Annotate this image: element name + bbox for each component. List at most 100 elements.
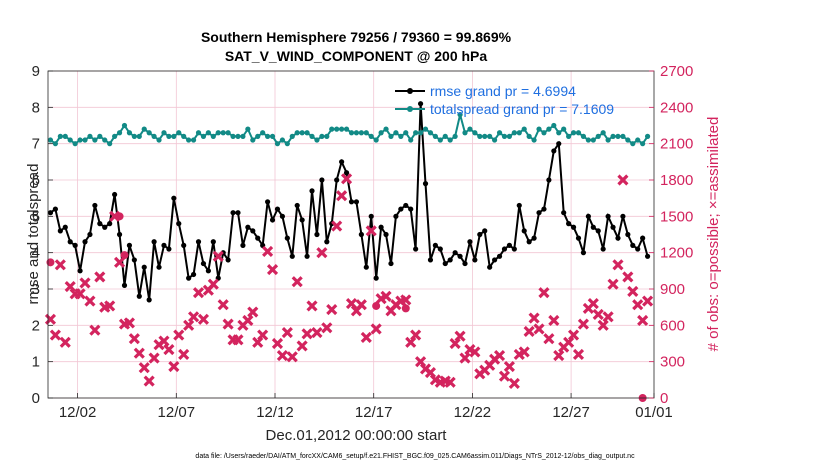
obs-assimilated-marker — [212, 250, 224, 262]
data-point-1 — [452, 133, 458, 139]
data-point-1 — [644, 133, 651, 139]
data-point-1 — [269, 133, 276, 139]
data-point-0 — [190, 271, 197, 278]
data-point-0 — [595, 228, 601, 234]
data-point-1 — [195, 130, 202, 136]
data-point-1 — [482, 133, 488, 139]
data-point-1 — [220, 130, 226, 136]
obs-assimilated-marker — [543, 333, 555, 345]
data-point-0 — [363, 264, 369, 270]
data-point-1 — [437, 137, 443, 143]
data-point-1 — [585, 137, 591, 143]
data-point-1 — [620, 133, 626, 139]
data-point-0 — [186, 275, 192, 281]
data-point-1 — [77, 137, 83, 143]
data-point-1 — [477, 133, 483, 139]
data-point-1 — [467, 126, 473, 132]
data-point-1 — [52, 141, 59, 147]
data-point-0 — [200, 260, 207, 267]
obs-assimilated-marker — [508, 377, 520, 390]
data-point-0 — [615, 235, 621, 241]
data-point-1 — [235, 133, 241, 139]
data-point-1 — [102, 137, 108, 143]
data-point-0 — [580, 250, 587, 256]
data-point-0 — [47, 210, 54, 216]
data-point-1 — [630, 141, 636, 147]
obs-assimilated-marker — [528, 312, 540, 324]
obs-assimilated-marker — [642, 295, 654, 307]
data-point-1 — [186, 137, 192, 143]
obs-assimilated-marker — [548, 314, 560, 327]
data-point-1 — [107, 141, 113, 147]
obs-possible-marker — [46, 258, 55, 267]
data-point-1 — [190, 137, 197, 143]
data-point-0 — [136, 293, 142, 299]
data-point-0 — [353, 199, 360, 205]
obs-assimilated-marker — [637, 314, 649, 327]
obs-possible-marker — [372, 301, 381, 310]
obs-assimilated-marker — [449, 337, 461, 350]
obs-assimilated-marker — [113, 256, 126, 268]
obs-assimilated-marker — [627, 285, 639, 297]
data-point-0 — [314, 231, 320, 238]
data-point-1 — [575, 130, 582, 136]
obs-assimilated-marker — [493, 350, 506, 362]
data-point-0 — [457, 253, 463, 259]
data-point-0 — [294, 202, 300, 209]
data-point-1 — [640, 141, 646, 147]
data-point-1 — [131, 133, 137, 139]
data-point-0 — [334, 177, 340, 183]
data-point-1 — [245, 126, 251, 132]
obs-assimilated-marker — [321, 322, 333, 334]
data-point-0 — [97, 221, 103, 227]
obs-assimilated-marker — [370, 323, 382, 335]
data-point-0 — [600, 246, 606, 252]
data-point-0 — [516, 202, 522, 209]
x-tick-label: 12/02 — [59, 404, 97, 421]
data-point-0 — [556, 141, 562, 147]
data-point-0 — [403, 202, 409, 209]
data-point-0 — [284, 235, 290, 241]
y-tick-label: 1 — [32, 354, 40, 371]
obs-assimilated-marker — [602, 311, 614, 323]
data-point-0 — [240, 242, 246, 248]
data-point-0 — [432, 242, 438, 248]
data-point-0 — [181, 242, 187, 248]
data-point-0 — [640, 235, 646, 241]
data-point-0 — [398, 206, 404, 212]
x-axis-label: Dec.01,2012 00:00:00 start — [266, 427, 448, 444]
obs-assimilated-marker — [232, 334, 244, 346]
data-point-0 — [151, 239, 157, 245]
obs-assimilated-marker — [538, 287, 550, 299]
data-point-1 — [457, 112, 463, 118]
data-point-1 — [87, 133, 93, 139]
y2-tick-label: 2400 — [660, 99, 693, 116]
y-tick-label: 2 — [32, 317, 40, 334]
data-point-1 — [62, 133, 68, 139]
data-point-1 — [363, 130, 369, 136]
data-point-0 — [230, 210, 236, 216]
data-point-0 — [166, 246, 172, 252]
data-point-0 — [82, 239, 88, 245]
data-point-1 — [408, 137, 414, 143]
data-point-0 — [422, 181, 429, 187]
data-point-0 — [255, 235, 261, 241]
plot-frame — [47, 70, 655, 399]
obs-assimilated-marker — [188, 311, 200, 323]
data-point-1 — [116, 130, 123, 136]
data-point-1 — [146, 130, 152, 136]
x-tick-label: 12/27 — [552, 404, 590, 421]
data-point-1 — [427, 130, 434, 136]
data-point-1 — [358, 130, 364, 136]
data-point-0 — [289, 253, 295, 259]
data-point-1 — [353, 130, 360, 136]
obs-assimilated-marker — [597, 319, 609, 331]
data-point-0 — [102, 224, 108, 230]
obs-assimilated-marker — [331, 220, 343, 232]
data-point-1 — [67, 137, 73, 143]
obs-assimilated-marker — [340, 173, 353, 185]
data-point-0 — [625, 231, 631, 238]
data-point-0 — [324, 239, 330, 245]
obs-assimilated-marker — [262, 245, 274, 258]
data-point-1 — [289, 133, 295, 139]
